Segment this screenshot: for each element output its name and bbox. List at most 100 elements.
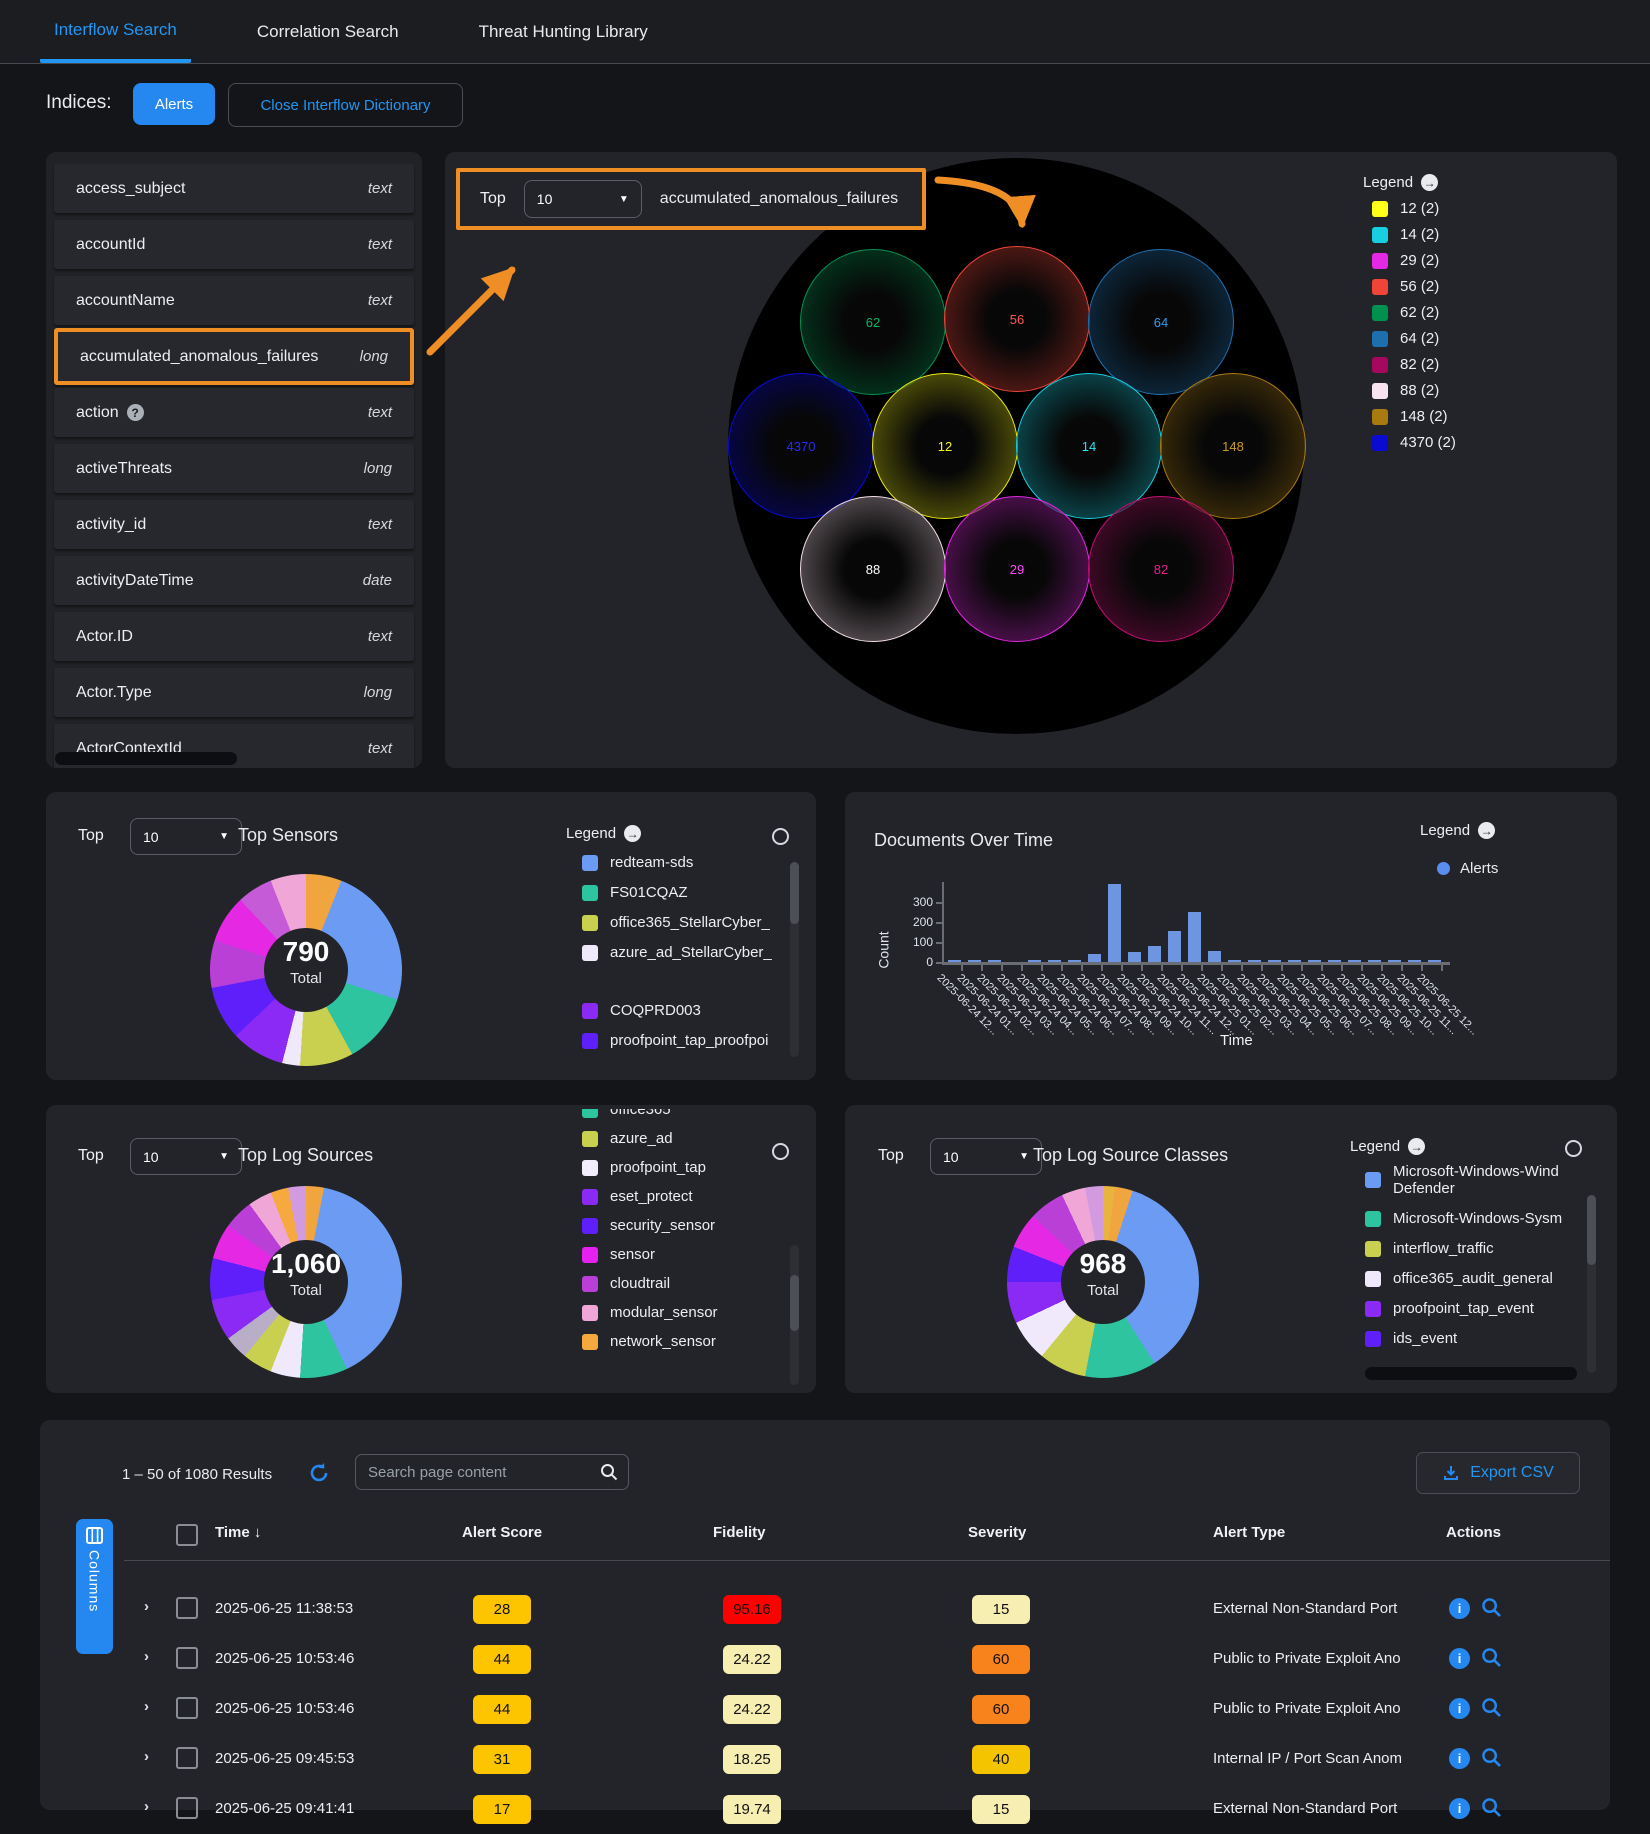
legend-item-network-sensor[interactable]: network_sensor: [582, 1333, 782, 1350]
legend-item-12[interactable]: 12 (2): [1372, 200, 1456, 217]
close-interflow-dictionary-button[interactable]: Close Interflow Dictionary: [228, 83, 463, 127]
field-row-Actor.Type[interactable]: Actor.Type long: [54, 668, 414, 717]
legend-item-alerts[interactable]: Alerts: [1437, 860, 1498, 877]
row-search-icon[interactable]: [1481, 1597, 1502, 1618]
legend-item-82[interactable]: 82 (2): [1372, 356, 1456, 373]
legend-item-64[interactable]: 64 (2): [1372, 330, 1456, 347]
row-search-icon[interactable]: [1481, 1747, 1502, 1768]
legend-item-redteam-sds[interactable]: redteam-sds: [582, 854, 782, 871]
legend-item-proofpoint-tap-event[interactable]: proofpoint_tap_event: [1365, 1300, 1577, 1317]
legend-item-proofpoint-tap[interactable]: proofpoint_tap: [582, 1159, 782, 1176]
bubble-64[interactable]: 64: [1088, 249, 1234, 395]
info-icon[interactable]: i: [1449, 1698, 1470, 1719]
expand-row-icon[interactable]: ›: [144, 1748, 149, 1765]
column-header-time[interactable]: Time ↓: [215, 1524, 262, 1541]
legend-item-interflow-traffic[interactable]: interflow_traffic: [1365, 1240, 1577, 1257]
info-icon[interactable]: i: [1449, 1748, 1470, 1769]
row-search-icon[interactable]: [1481, 1697, 1502, 1718]
legend-collapse-icon[interactable]: →: [624, 825, 642, 842]
field-row-activityDateTime[interactable]: activityDateTime date: [54, 556, 414, 605]
field-row-action[interactable]: action? text: [54, 388, 414, 437]
legend-item-148[interactable]: 148 (2): [1372, 408, 1456, 425]
top-sensors-donut-chart[interactable]: 790 Total: [210, 874, 402, 1066]
column-header-alert-type[interactable]: Alert Type: [1213, 1524, 1286, 1541]
row-search-icon[interactable]: [1481, 1647, 1502, 1668]
row-checkbox[interactable]: [176, 1797, 198, 1819]
top-n-dropdown[interactable]: 10 ▼: [130, 818, 242, 855]
tab-correlation-search[interactable]: Correlation Search: [256, 21, 399, 41]
top-log-source-classes-donut-chart[interactable]: 968 Total: [1007, 1186, 1199, 1378]
legend-item-azure-ad-stellarcyber-[interactable]: azure_ad_StellarCyber_: [582, 944, 782, 961]
export-csv-button[interactable]: Export CSV: [1416, 1452, 1580, 1494]
field-list-scrollbar[interactable]: [55, 752, 237, 765]
bubble-148[interactable]: 148: [1160, 373, 1306, 519]
legend-collapse-icon[interactable]: →: [1478, 822, 1496, 839]
expand-row-icon[interactable]: ›: [144, 1798, 149, 1815]
legend-item-microsoft-windows-sysm[interactable]: Microsoft-Windows-Sysm: [1365, 1210, 1577, 1227]
info-icon[interactable]: i: [1449, 1798, 1470, 1819]
field-row-activity_id[interactable]: activity_id text: [54, 500, 414, 549]
legend-item-29[interactable]: 29 (2): [1372, 252, 1456, 269]
legend-item-sensor[interactable]: sensor: [582, 1246, 782, 1263]
bubble-4370[interactable]: 4370: [728, 373, 874, 519]
legend-scroll-pill[interactable]: [1365, 1367, 1577, 1380]
legend-item-ids-event[interactable]: ids_event: [1365, 1330, 1577, 1347]
legend-item-88[interactable]: 88 (2): [1372, 382, 1456, 399]
row-checkbox[interactable]: [176, 1697, 198, 1719]
legend-item-proofpoint-tap-proofpoi[interactable]: proofpoint_tap_proofpoi: [582, 1032, 782, 1049]
legend-item-56[interactable]: 56 (2): [1372, 278, 1456, 295]
row-search-icon[interactable]: [1481, 1797, 1502, 1818]
expand-row-icon[interactable]: ›: [144, 1698, 149, 1715]
row-checkbox[interactable]: [176, 1597, 198, 1619]
legend-toggle-circle-icon[interactable]: [772, 1143, 789, 1160]
bubble-29[interactable]: 29: [944, 496, 1090, 642]
legend-item-eset-protect[interactable]: eset_protect: [582, 1188, 782, 1205]
legend-collapse-icon[interactable]: →: [1421, 174, 1439, 191]
info-icon[interactable]: i: [1449, 1598, 1470, 1619]
top-n-dropdown[interactable]: 10 ▼: [523, 180, 642, 218]
field-row-accumulated_anomalous_failures[interactable]: accumulated_anomalous_failures long: [54, 328, 414, 385]
legend-item-62[interactable]: 62 (2): [1372, 304, 1456, 321]
tab-interflow-search[interactable]: Interflow Search: [40, 0, 191, 63]
column-header-alert-score[interactable]: Alert Score: [462, 1524, 543, 1541]
legend-item-office365-stellarcyber-[interactable]: office365_StellarCyber_: [582, 914, 782, 931]
row-checkbox[interactable]: [176, 1647, 198, 1669]
columns-button[interactable]: Columns: [76, 1519, 113, 1654]
legend-item-security-sensor[interactable]: security_sensor: [582, 1217, 782, 1234]
top-log-sources-donut-chart[interactable]: 1,060 Total: [210, 1186, 402, 1378]
expand-row-icon[interactable]: ›: [144, 1648, 149, 1665]
legend-item-office365-audit-general[interactable]: office365_audit_general: [1365, 1270, 1577, 1287]
field-row-activeThreats[interactable]: activeThreats long: [54, 444, 414, 493]
legend-item-4370[interactable]: 4370 (2): [1372, 434, 1456, 451]
bubble-14[interactable]: 14: [1016, 373, 1162, 519]
search-input[interactable]: [366, 1462, 592, 1482]
legend-item-azure-ad[interactable]: azure_ad: [582, 1130, 782, 1147]
bubble-12[interactable]: 12: [872, 373, 1018, 519]
legend-item-cloudtrail[interactable]: cloudtrail: [582, 1275, 782, 1292]
legend-item-modular-sensor[interactable]: modular_sensor: [582, 1304, 782, 1321]
tab-threat-hunting-library[interactable]: Threat Hunting Library: [478, 21, 648, 41]
bubble-88[interactable]: 88: [800, 496, 946, 642]
field-row-access_subject[interactable]: access_subject text: [54, 164, 414, 213]
field-row-accountId[interactable]: accountId text: [54, 220, 414, 269]
row-checkbox[interactable]: [176, 1747, 198, 1769]
expand-row-icon[interactable]: ›: [144, 1598, 149, 1615]
legend-item-coqprd003[interactable]: COQPRD003: [582, 1002, 782, 1019]
top-n-dropdown[interactable]: 10 ▼: [930, 1138, 1042, 1175]
legend-item-fs01cqaz[interactable]: FS01CQAZ: [582, 884, 782, 901]
legend-item-office365[interactable]: office365: [582, 1109, 782, 1118]
bubble-82[interactable]: 82: [1088, 496, 1234, 642]
alerts-index-button[interactable]: Alerts: [133, 83, 215, 125]
top-n-dropdown[interactable]: 10 ▼: [130, 1138, 242, 1175]
bubble-62[interactable]: 62: [800, 249, 946, 395]
legend-toggle-circle-icon[interactable]: [1565, 1140, 1582, 1157]
column-header-fidelity[interactable]: Fidelity: [713, 1524, 766, 1541]
legend-collapse-icon[interactable]: →: [1408, 1138, 1426, 1155]
select-all-checkbox[interactable]: [176, 1524, 198, 1546]
legend-item-microsoft-windows-wind[interactable]: Microsoft-Windows-Wind Defender: [1365, 1163, 1577, 1197]
legend-toggle-circle-icon[interactable]: [772, 828, 789, 845]
info-icon[interactable]: i: [1449, 1648, 1470, 1669]
field-row-Actor.ID[interactable]: Actor.ID text: [54, 612, 414, 661]
field-row-accountName[interactable]: accountName text: [54, 276, 414, 325]
bubble-56[interactable]: 56: [944, 246, 1090, 392]
